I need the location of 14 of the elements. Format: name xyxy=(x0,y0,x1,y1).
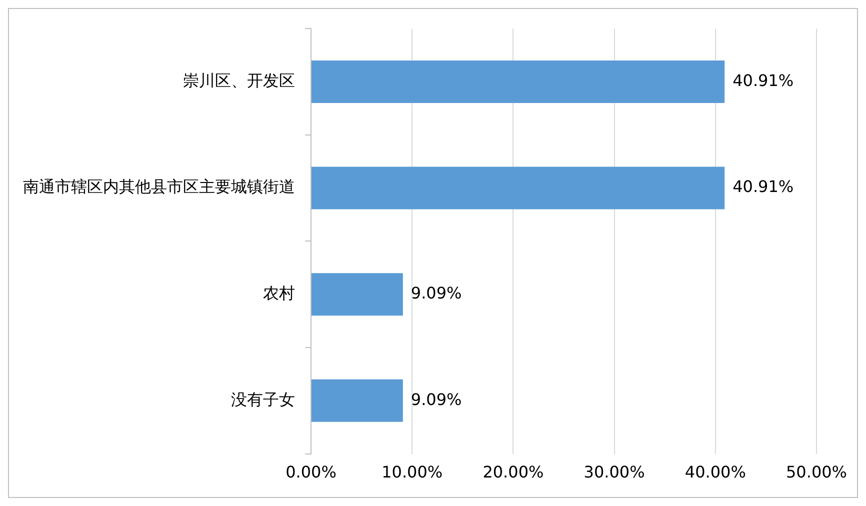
data-label: 9.09% xyxy=(410,390,462,409)
data-label: 9.09% xyxy=(410,284,462,303)
x-tick-label: 0.00% xyxy=(286,462,336,482)
y-tick-label: 农村 xyxy=(263,284,295,303)
y-tick-label: 没有子女 xyxy=(231,390,295,409)
x-tick-label: 10.00% xyxy=(382,462,443,482)
x-tick-label: 50.00% xyxy=(786,462,848,482)
y-tick-label: 崇川区、开发区 xyxy=(183,70,295,90)
y-tick-label: 南通市辖区内其他县市区主要城镇街道 xyxy=(23,177,295,196)
data-label: 40.91% xyxy=(732,70,794,90)
x-tick-label: 30.00% xyxy=(584,462,645,482)
x-tick-label: 20.00% xyxy=(482,462,544,482)
data-label: 40.91% xyxy=(732,177,794,196)
x-tick-label: 40.00% xyxy=(684,462,746,482)
